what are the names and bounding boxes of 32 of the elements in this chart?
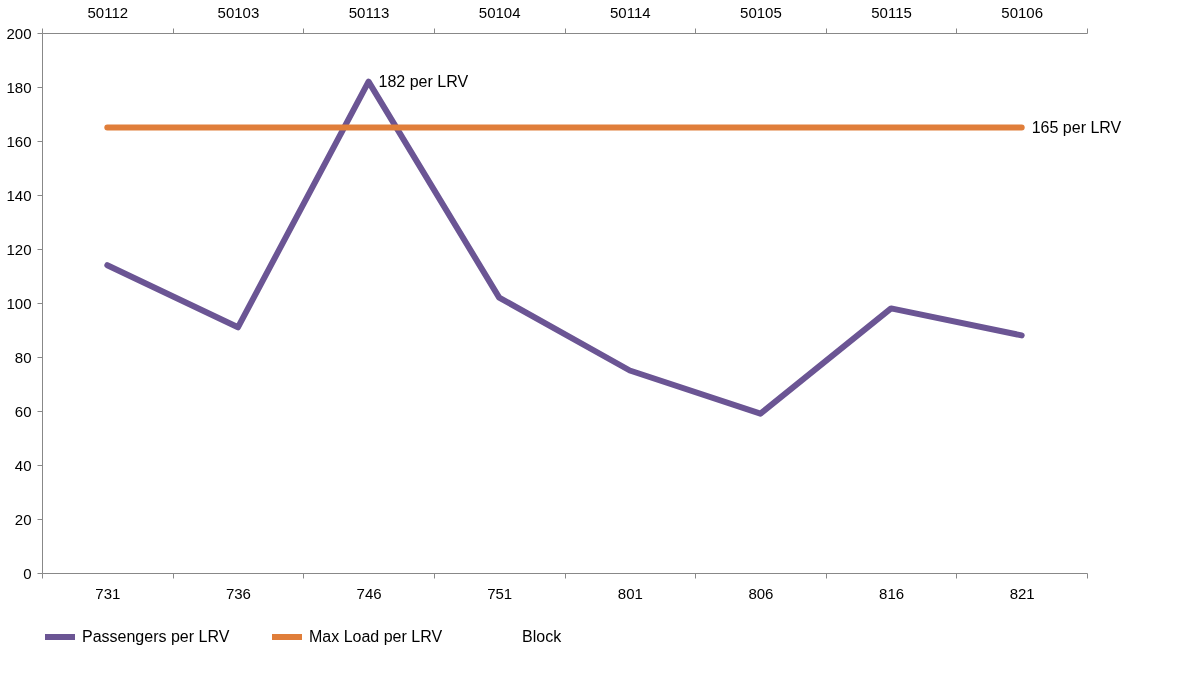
x-tick-label: 751: [487, 584, 513, 602]
y-tick-label: 180: [6, 78, 32, 96]
x-tick-label: 816: [879, 584, 905, 602]
x-tick-label: 801: [617, 584, 643, 602]
y-tick-label: 160: [6, 132, 32, 150]
x-tick-label: 731: [95, 584, 121, 602]
x-tick-label: 736: [225, 584, 251, 602]
text: 50112: [87, 3, 129, 21]
text: Block: [522, 628, 563, 645]
y-tick-label: 100: [6, 294, 32, 312]
text: 50103: [217, 3, 260, 21]
text: 50104: [478, 3, 521, 21]
x-tick-label: 806: [748, 584, 774, 602]
annotation: 165 per LRV: [1031, 118, 1122, 136]
text: 50114: [610, 3, 651, 21]
text: 50115: [871, 3, 912, 21]
annotation: 182 per LRV: [378, 72, 469, 90]
y-tick-label: 120: [6, 240, 32, 258]
legend-label: Max Load per LRV: [309, 628, 443, 645]
y-tick-label: 20: [14, 510, 32, 528]
y-tick-label: 140: [6, 186, 32, 204]
legend-label: Passengers per LRV: [82, 628, 230, 645]
x-tick-label: 746: [356, 584, 382, 602]
y-tick-label: 80: [14, 348, 32, 366]
text: 50113: [348, 3, 390, 21]
y-tick-label: 40: [14, 456, 32, 474]
text: 50106: [1001, 3, 1044, 21]
y-tick-label: 60: [14, 402, 32, 420]
text: 50105: [740, 3, 782, 21]
x-tick-label: 821: [1009, 584, 1035, 602]
y-tick-label: 200: [6, 24, 32, 42]
y-tick-label: 0: [23, 564, 32, 582]
